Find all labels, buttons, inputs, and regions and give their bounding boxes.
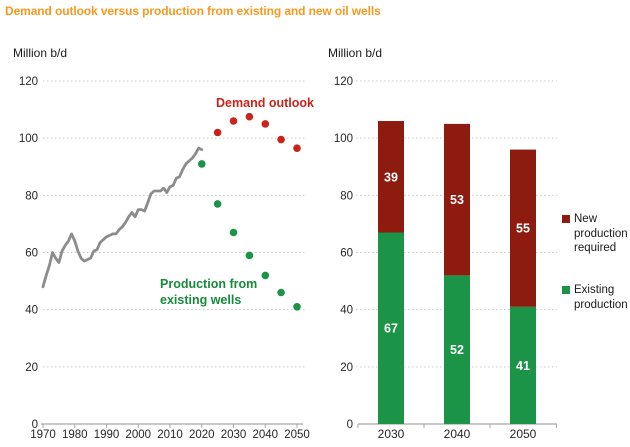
- y-axis-tick-label: 40: [340, 305, 353, 317]
- x-axis-tick-label: 2040: [252, 429, 278, 441]
- demand-outlook-dot: [245, 112, 254, 121]
- legend-label-new-production: New production required: [574, 213, 628, 254]
- x-axis-category-label: 2050: [510, 427, 537, 441]
- y-axis-tick-label: 100: [334, 133, 353, 145]
- y-axis-tick-label: 120: [19, 76, 38, 88]
- x-axis-tick-label: 2050: [284, 429, 310, 441]
- bar-segment-existing: [510, 306, 536, 425]
- x-axis-tick-label: 2010: [157, 429, 183, 441]
- demand-outlook-label: Demand outlook: [216, 96, 314, 110]
- x-axis-tick-label: 2020: [189, 429, 215, 441]
- x-axis-tick-label: 1980: [62, 429, 88, 441]
- existing-wells-dot: [261, 271, 270, 280]
- bar-segment-existing: [378, 232, 404, 424]
- existing-wells-label-line2: existing wells: [160, 293, 241, 307]
- y-axis-tick-label: 80: [340, 190, 353, 202]
- left-axis-unit-label: Million b/d: [13, 46, 68, 60]
- existing-wells-dot: [277, 288, 285, 297]
- right-axis-unit-label: Million b/d: [328, 46, 383, 60]
- bar-value-label-existing: 41: [516, 359, 530, 373]
- existing-wells-dot: [293, 303, 301, 311]
- existing-wells-label-line1: Production from: [160, 277, 257, 291]
- existing-wells-dot: [198, 160, 206, 168]
- bar-segment-existing: [444, 275, 470, 424]
- x-axis-tick-label: 2000: [125, 429, 151, 441]
- bar-value-label-new: 39: [384, 170, 398, 184]
- bar-value-label-existing: 52: [450, 343, 464, 357]
- demand-outlook-dot: [261, 120, 270, 128]
- demand-outlook-dot: [277, 135, 285, 144]
- history-line: [41, 146, 204, 289]
- bar-value-label-new: 55: [516, 222, 530, 236]
- y-axis-tick-label: 120: [334, 76, 353, 88]
- bar-segment-new: [510, 149, 536, 307]
- legend-label-existing-production: Existing production: [574, 284, 628, 311]
- bar-value-label-new: 53: [450, 193, 464, 207]
- y-axis-tick-label: 40: [25, 305, 38, 317]
- y-axis-tick-label: 100: [19, 133, 38, 145]
- existing-production-swatch-icon: [562, 286, 570, 294]
- y-axis-tick-label: 20: [25, 362, 38, 374]
- x-axis-tick-label: 2030: [221, 429, 247, 441]
- x-axis-tick-label: 1990: [94, 429, 120, 441]
- y-axis-tick-label: 0: [347, 419, 353, 431]
- new-production-swatch-icon: [562, 215, 570, 223]
- x-axis-category-label: 2030: [378, 427, 405, 441]
- demand-outlook-dot: [229, 117, 238, 125]
- page-title: Demand outlook versus production from ex…: [5, 4, 381, 18]
- x-axis-tick-label: 1970: [30, 429, 56, 441]
- legend-entry-new-production: New production required: [562, 212, 628, 256]
- demand-outlook-dot: [293, 144, 301, 152]
- x-axis-category-label: 2040: [444, 427, 471, 441]
- demand-outlook-dot: [213, 128, 222, 137]
- existing-wells-dot: [229, 228, 238, 237]
- y-axis-tick-label: 60: [25, 248, 38, 260]
- bar-segment-new: [378, 121, 404, 233]
- existing-wells-dot: [245, 251, 254, 260]
- y-axis-tick-label: 60: [340, 248, 353, 260]
- y-axis-tick-label: 20: [340, 362, 353, 374]
- existing-wells-dot: [213, 200, 222, 208]
- bar-value-label-existing: 67: [384, 322, 398, 336]
- y-axis-tick-label: 80: [25, 190, 38, 202]
- legend-entry-existing-production: Existing production: [562, 283, 628, 312]
- bar-segment-new: [444, 123, 470, 276]
- y-axis-tick-label: 0: [32, 419, 38, 431]
